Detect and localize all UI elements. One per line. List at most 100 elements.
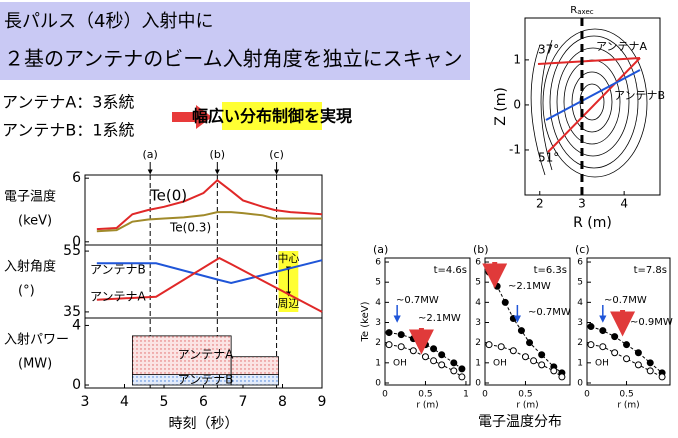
title-box: [0, 2, 470, 80]
data-point: [521, 353, 529, 361]
y-tick-label: 3: [375, 318, 381, 328]
data-point: [385, 329, 393, 337]
y-tick-label: 4: [475, 298, 481, 308]
y-tick-label: 5: [577, 278, 583, 288]
title-line: 長パルス（4秒）入射中に: [4, 11, 213, 32]
panel-label: (b): [473, 243, 489, 256]
x-label: R (m): [573, 215, 612, 231]
x-label: r (m): [416, 401, 438, 411]
y-tick-label: 3: [475, 318, 481, 328]
y-tick-label: 0: [475, 378, 481, 388]
x-tick-label: 0.5: [418, 390, 432, 400]
data-point: [611, 333, 619, 341]
data-point: [397, 331, 405, 339]
data-point: [501, 298, 509, 306]
marker-label: (c): [269, 148, 284, 161]
data-point: [599, 343, 607, 351]
data-point: [646, 367, 654, 375]
line-series: [96, 259, 323, 285]
plot-frame: [384, 257, 471, 386]
power-bar: [230, 356, 279, 375]
angle-label: 37°: [538, 43, 559, 57]
axis-line-label: Raxec: [570, 5, 593, 16]
data-point: [421, 341, 429, 349]
data-point: [409, 335, 417, 343]
power-bar: [131, 335, 232, 375]
data-point: [450, 359, 458, 367]
y-tick-label: -1: [509, 142, 521, 156]
y-label: Te (keV): [360, 301, 371, 342]
data-point: [385, 341, 393, 349]
y-tick-label: 0: [375, 378, 381, 388]
series-label: Te(0.3): [169, 221, 211, 235]
x-label: 時刻（秒）: [169, 416, 239, 432]
data-point: [450, 367, 458, 375]
y-tick-label: 5: [475, 278, 481, 288]
data-point: [587, 341, 595, 349]
annotation: 周辺: [277, 297, 299, 310]
series-label: Te(0): [149, 187, 187, 205]
y-label: 入射パワー: [4, 332, 69, 348]
panel-label: (c): [575, 243, 590, 256]
y-tick-label: 1: [375, 358, 381, 368]
line-series: [96, 178, 323, 231]
data-point: [599, 327, 607, 335]
plot-frame: [84, 174, 323, 246]
annotation: ~2.1MW: [508, 281, 551, 292]
y-tick-label: 4: [577, 298, 583, 308]
y-tick-label: 3: [577, 318, 583, 328]
panel-label: (a): [373, 243, 388, 256]
y-tick-label: 6: [72, 170, 81, 186]
result-box: [222, 102, 322, 130]
y-tick-label: 0: [72, 377, 81, 393]
data-point: [538, 361, 546, 369]
y-label: (keV): [18, 214, 52, 229]
data-point: [587, 323, 595, 331]
plot-frame: [524, 17, 661, 196]
x-tick-label: 0: [382, 390, 388, 400]
x-tick-label: 8: [278, 394, 287, 410]
time-label: t=4.6s: [434, 265, 467, 276]
line-series: [96, 256, 323, 313]
data-point: [397, 343, 405, 351]
y-tick-label: 1: [475, 358, 481, 368]
y-label: 入射角度: [4, 259, 56, 275]
annotation: ~2.1MW: [418, 313, 461, 324]
beam-label: アンテナA: [596, 40, 648, 53]
data-point: [485, 341, 493, 349]
annotation: ~0.9MW: [630, 317, 673, 328]
data-point: [485, 268, 493, 276]
caption: 電子温度分布: [478, 414, 562, 430]
data-point: [646, 359, 654, 367]
line-series: [96, 211, 322, 233]
data-point: [458, 365, 466, 373]
y-tick-label: 4: [72, 317, 81, 333]
series-label: アンテナB: [90, 263, 146, 277]
data-point: [421, 353, 429, 361]
x-tick-label: 2: [536, 197, 544, 211]
y-tick-label: 1: [513, 52, 521, 66]
y-tick-label: 35: [63, 304, 81, 320]
y-label: (MW): [18, 357, 52, 372]
beams: [537, 57, 641, 153]
data-point: [497, 343, 505, 351]
y-tick-label: 6: [475, 258, 481, 268]
annotation: ~0.7MW: [528, 307, 571, 318]
y-label: 電子温度: [4, 189, 56, 205]
x-tick-label: 0: [482, 390, 488, 400]
x-tick-label: 6: [199, 394, 208, 410]
x-tick-label: 4: [120, 394, 129, 410]
data-point: [538, 351, 546, 359]
data-point: [438, 361, 446, 369]
y-tick-label: 5: [375, 278, 381, 288]
series-label: OH: [393, 359, 407, 369]
x-tick-label: 4: [620, 197, 628, 211]
y-tick-label: 0: [72, 234, 81, 250]
data-point: [530, 357, 538, 365]
x-tick-label: 5: [160, 394, 169, 410]
y-tick-label: 0: [513, 97, 521, 111]
data-point: [634, 361, 642, 369]
x-label: r (m): [617, 401, 639, 411]
data-point: [623, 341, 631, 349]
